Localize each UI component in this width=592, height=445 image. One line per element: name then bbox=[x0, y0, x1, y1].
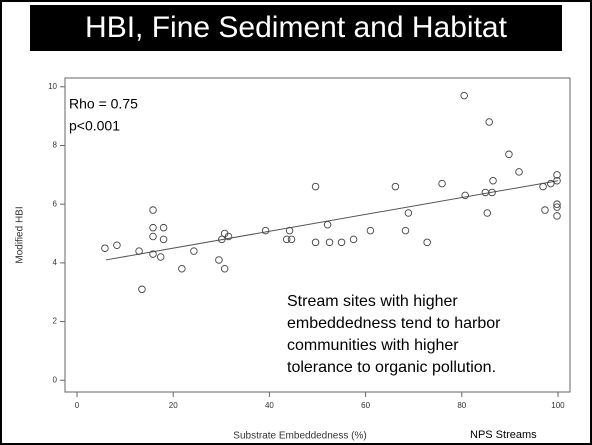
x-tick-label: 100 bbox=[551, 401, 565, 410]
data-point bbox=[401, 226, 410, 235]
data-point bbox=[553, 176, 561, 185]
data-point bbox=[261, 226, 270, 235]
data-point bbox=[547, 179, 555, 188]
data-point bbox=[553, 212, 561, 220]
data-point bbox=[485, 118, 493, 126]
data-point bbox=[337, 238, 346, 247]
data-point bbox=[282, 235, 291, 244]
y-tick-label: 10 bbox=[48, 82, 57, 91]
x-tick-label: 80 bbox=[457, 401, 466, 410]
stat-annotation: Rho = 0.75 bbox=[69, 96, 138, 112]
data-point bbox=[178, 264, 186, 273]
data-point bbox=[149, 206, 157, 214]
data-point bbox=[159, 223, 168, 232]
data-point bbox=[460, 91, 468, 100]
data-point bbox=[461, 191, 469, 200]
data-point bbox=[515, 168, 523, 176]
data-point bbox=[149, 250, 157, 258]
data-point bbox=[483, 209, 492, 217]
data-point bbox=[149, 223, 157, 232]
data-point bbox=[215, 256, 223, 264]
data-point bbox=[149, 232, 157, 241]
data-point bbox=[438, 179, 446, 188]
data-point bbox=[218, 235, 226, 244]
data-point bbox=[220, 264, 229, 273]
data-point bbox=[285, 226, 294, 235]
data-point bbox=[391, 182, 400, 191]
data-point bbox=[156, 253, 165, 261]
data-point bbox=[101, 244, 109, 252]
data-point bbox=[553, 171, 561, 179]
data-point bbox=[113, 241, 121, 250]
x-tick-label: 20 bbox=[169, 401, 178, 410]
stat-annotation: p<0.001 bbox=[69, 118, 120, 134]
x-tick-label: 60 bbox=[361, 401, 370, 410]
data-point bbox=[325, 238, 334, 247]
data-point bbox=[553, 200, 561, 208]
data-point bbox=[539, 182, 547, 191]
y-tick-label: 6 bbox=[53, 199, 58, 208]
data-point bbox=[323, 220, 332, 229]
data-point bbox=[541, 206, 549, 214]
slide-title: HBI, Fine Sediment and Habitat bbox=[85, 11, 508, 44]
title-bar bbox=[30, 5, 562, 51]
data-point bbox=[311, 182, 320, 191]
plot-frame bbox=[64, 77, 571, 393]
data-point bbox=[489, 176, 497, 185]
y-axis-label: Modified HBI bbox=[15, 206, 26, 263]
x-tick-label: 40 bbox=[265, 401, 274, 410]
note-line: communities with higher bbox=[287, 337, 459, 354]
note-line: tolerance to organic pollution. bbox=[287, 359, 496, 376]
x-axis-label: Substrate Embeddedness (%) bbox=[233, 431, 366, 442]
note-line: Stream sites with higher bbox=[287, 293, 458, 310]
note-line: embeddedness tend to harbor bbox=[287, 315, 501, 332]
data-point bbox=[159, 235, 168, 244]
y-tick-label: 8 bbox=[53, 141, 58, 150]
data-point bbox=[404, 209, 413, 217]
x-tick-label: 0 bbox=[75, 401, 80, 410]
data-point bbox=[366, 226, 375, 235]
data-point bbox=[423, 238, 431, 247]
data-point bbox=[553, 203, 561, 211]
data-point bbox=[311, 238, 320, 247]
data-point bbox=[138, 285, 146, 294]
data-point bbox=[488, 188, 496, 197]
source: NPS Streams bbox=[470, 429, 537, 441]
y-tick-label: 4 bbox=[53, 258, 58, 267]
data-point bbox=[224, 232, 233, 241]
data-point bbox=[190, 247, 198, 255]
data-point bbox=[287, 235, 296, 244]
data-point bbox=[135, 247, 143, 255]
data-point bbox=[349, 235, 358, 244]
y-tick-label: 0 bbox=[53, 375, 58, 384]
data-point bbox=[505, 150, 513, 159]
y-tick-label: 2 bbox=[53, 317, 58, 326]
